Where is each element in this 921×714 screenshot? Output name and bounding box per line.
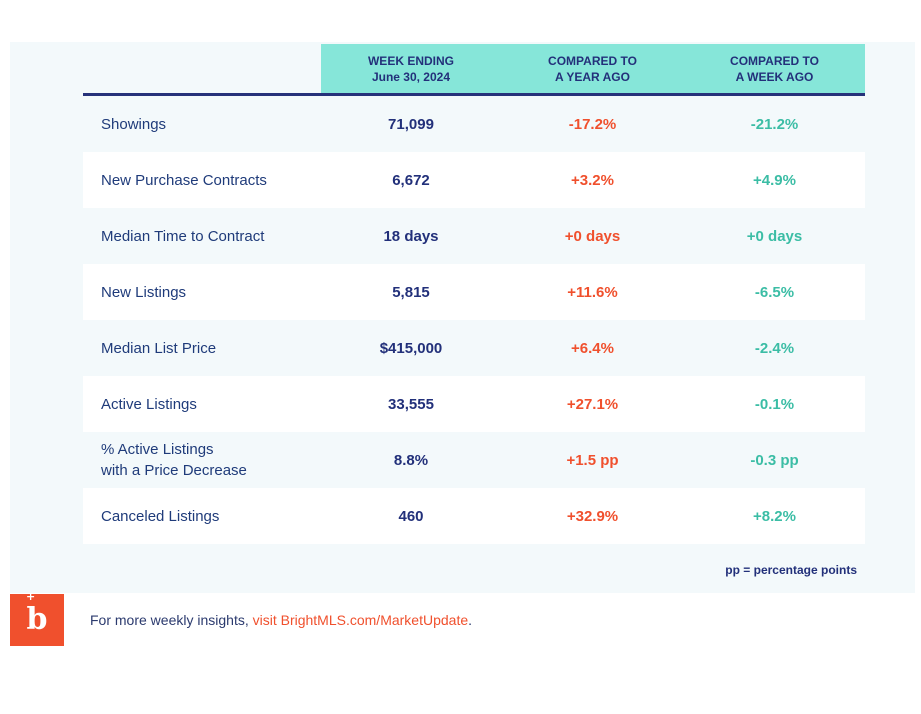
row-year-change: -17.2% [568, 115, 617, 133]
row-week-change: +8.2% [753, 507, 796, 525]
row-value: $415,000 [379, 339, 443, 357]
row-week-change: -2.4% [754, 339, 795, 357]
row-week-change: -0.3 pp [750, 451, 799, 469]
table-row: Median List Price $415,000 +6.4% -2.4% [83, 320, 865, 376]
row-year-change: +0 days [564, 227, 621, 245]
row-label: Showings [101, 115, 167, 133]
table-row: New Purchase Contracts 6,672 +3.2% +4.9% [83, 152, 865, 208]
table-row: % Active Listings with a Price Decrease … [83, 432, 865, 488]
row-year-change: +1.5 pp [566, 451, 619, 469]
footer-prefix: For more weekly insights, [90, 612, 253, 628]
header-compared-week: COMPARED TO A WEEK AGO [684, 44, 865, 94]
footer-suffix: . [468, 612, 473, 628]
footer-link[interactable]: visit BrightMLS.com/MarketUpdate [252, 612, 469, 628]
row-week-change: -6.5% [754, 283, 795, 301]
row-value: 6,672 [392, 171, 430, 189]
bright-logo: b + [10, 590, 64, 646]
row-label: Canceled Listings [101, 507, 220, 525]
logo-plus-icon: + [26, 590, 36, 603]
row-year-change: +6.4% [571, 339, 614, 357]
table-row: Canceled Listings 460 +32.9% +8.2% [83, 488, 865, 544]
row-year-change: +3.2% [571, 171, 614, 189]
row-value: 8.8% [393, 451, 429, 469]
footnote: pp = percentage points [725, 563, 857, 577]
row-label: New Listings [101, 283, 187, 301]
row-year-change: +27.1% [566, 395, 619, 413]
row-label: Median List Price [101, 339, 217, 357]
row-week-change: +4.9% [753, 171, 796, 189]
row-label: Median Time to Contract [101, 227, 265, 245]
logo-letter: b [26, 602, 48, 637]
row-label: % Active Listings with a Price Decrease [101, 441, 247, 479]
table-row: New Listings 5,815 +11.6% -6.5% [83, 264, 865, 320]
row-value: 460 [398, 507, 424, 525]
row-year-change: +32.9% [566, 507, 619, 525]
row-value: 5,815 [392, 283, 430, 301]
row-year-change: +11.6% [567, 283, 618, 301]
header-divider [83, 93, 865, 96]
row-week-change: -21.2% [750, 115, 799, 133]
row-value: 33,555 [388, 395, 434, 413]
table-row: Median Time to Contract 18 days +0 days … [83, 208, 865, 264]
table-row: Showings 71,099 -17.2% -21.2% [83, 96, 865, 152]
row-week-change: +0 days [746, 227, 803, 245]
row-week-change: -0.1% [754, 395, 795, 413]
row-value: 18 days [383, 227, 439, 245]
row-label: Active Listings [101, 395, 197, 413]
header-compared-year: COMPARED TO A YEAR AGO [501, 44, 684, 94]
footer-text: For more weekly insights, visit BrightML… [90, 612, 472, 628]
row-label: New Purchase Contracts [101, 171, 267, 189]
table-row: Active Listings 33,555 +27.1% -0.1% [83, 376, 865, 432]
row-value: 71,099 [388, 115, 434, 133]
header-week-ending: WEEK ENDING June 30, 2024 [321, 44, 501, 94]
